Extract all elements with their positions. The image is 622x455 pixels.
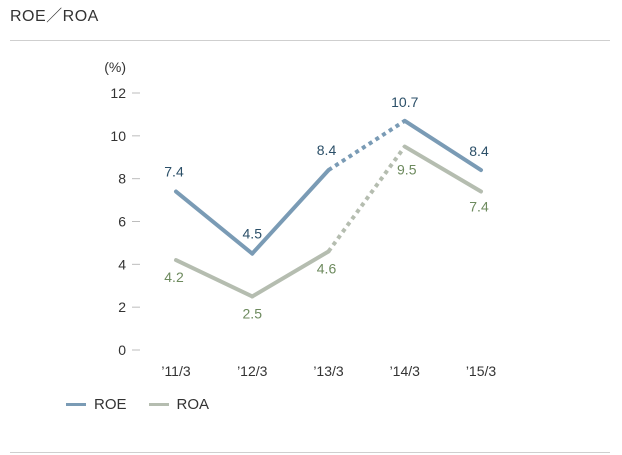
y-tick-label: 10 [110,128,126,144]
legend-swatch-roe [66,403,86,406]
legend: ROE ROA [66,396,231,413]
series-roe-segment [250,168,331,256]
series-layer [174,118,483,299]
data-label-roa: 2.5 [243,305,263,321]
series-roe-segment [402,118,483,173]
y-axis-unit: (%) [104,59,126,75]
series-roa-segment [402,144,483,194]
x-tick-label: ’11/3 [161,363,191,379]
legend-item-roe: ROE [66,396,127,413]
bottom-divider [10,452,610,453]
x-tick-label: ’13/3 [313,363,344,379]
x-tick-label: ’14/3 [390,363,421,379]
data-label-roe: 8.4 [317,142,337,158]
y-tick-label: 0 [118,342,126,358]
y-axis: 0 2 4 6 8 10 12 (%) [104,59,140,358]
legend-swatch-roa [148,403,169,406]
legend-item-roa: ROA [148,396,210,413]
page-title: ROE／ROA [10,8,99,25]
data-label-roe: 10.7 [391,94,418,110]
data-label-roa: 4.2 [164,269,184,285]
data-label-roa: 9.5 [397,162,417,178]
data-label-roa: 7.4 [469,199,489,215]
data-label-roe: 8.4 [469,143,489,159]
y-tick-label: 8 [118,171,126,187]
x-axis: ’11/3 ’12/3 ’13/3 ’14/3 ’15/3 [161,363,496,379]
data-label-roe: 7.4 [164,164,184,180]
y-tick-label: 12 [110,85,126,101]
x-tick-label: ’12/3 [237,363,268,379]
series-roa-segment [250,249,331,299]
data-label-roa: 4.6 [317,260,337,276]
data-label-roe: 4.5 [243,226,263,242]
series-roe-segment [174,189,255,256]
top-divider [10,40,610,41]
x-tick-label: ’15/3 [466,363,497,379]
legend-label-roa: ROA [176,396,210,413]
y-tick-label: 2 [118,299,126,315]
legend-label-roe: ROE [94,396,127,413]
y-tick-label: 6 [118,214,126,230]
series-roa-segment [174,258,255,299]
series-roe-segment [327,119,406,172]
series-roa-segment [326,145,407,253]
y-tick-label: 4 [118,256,126,272]
data-labels: 7.4 4.5 8.4 10.7 8.4 4.2 2.5 4.6 9.5 7.4 [164,94,489,322]
